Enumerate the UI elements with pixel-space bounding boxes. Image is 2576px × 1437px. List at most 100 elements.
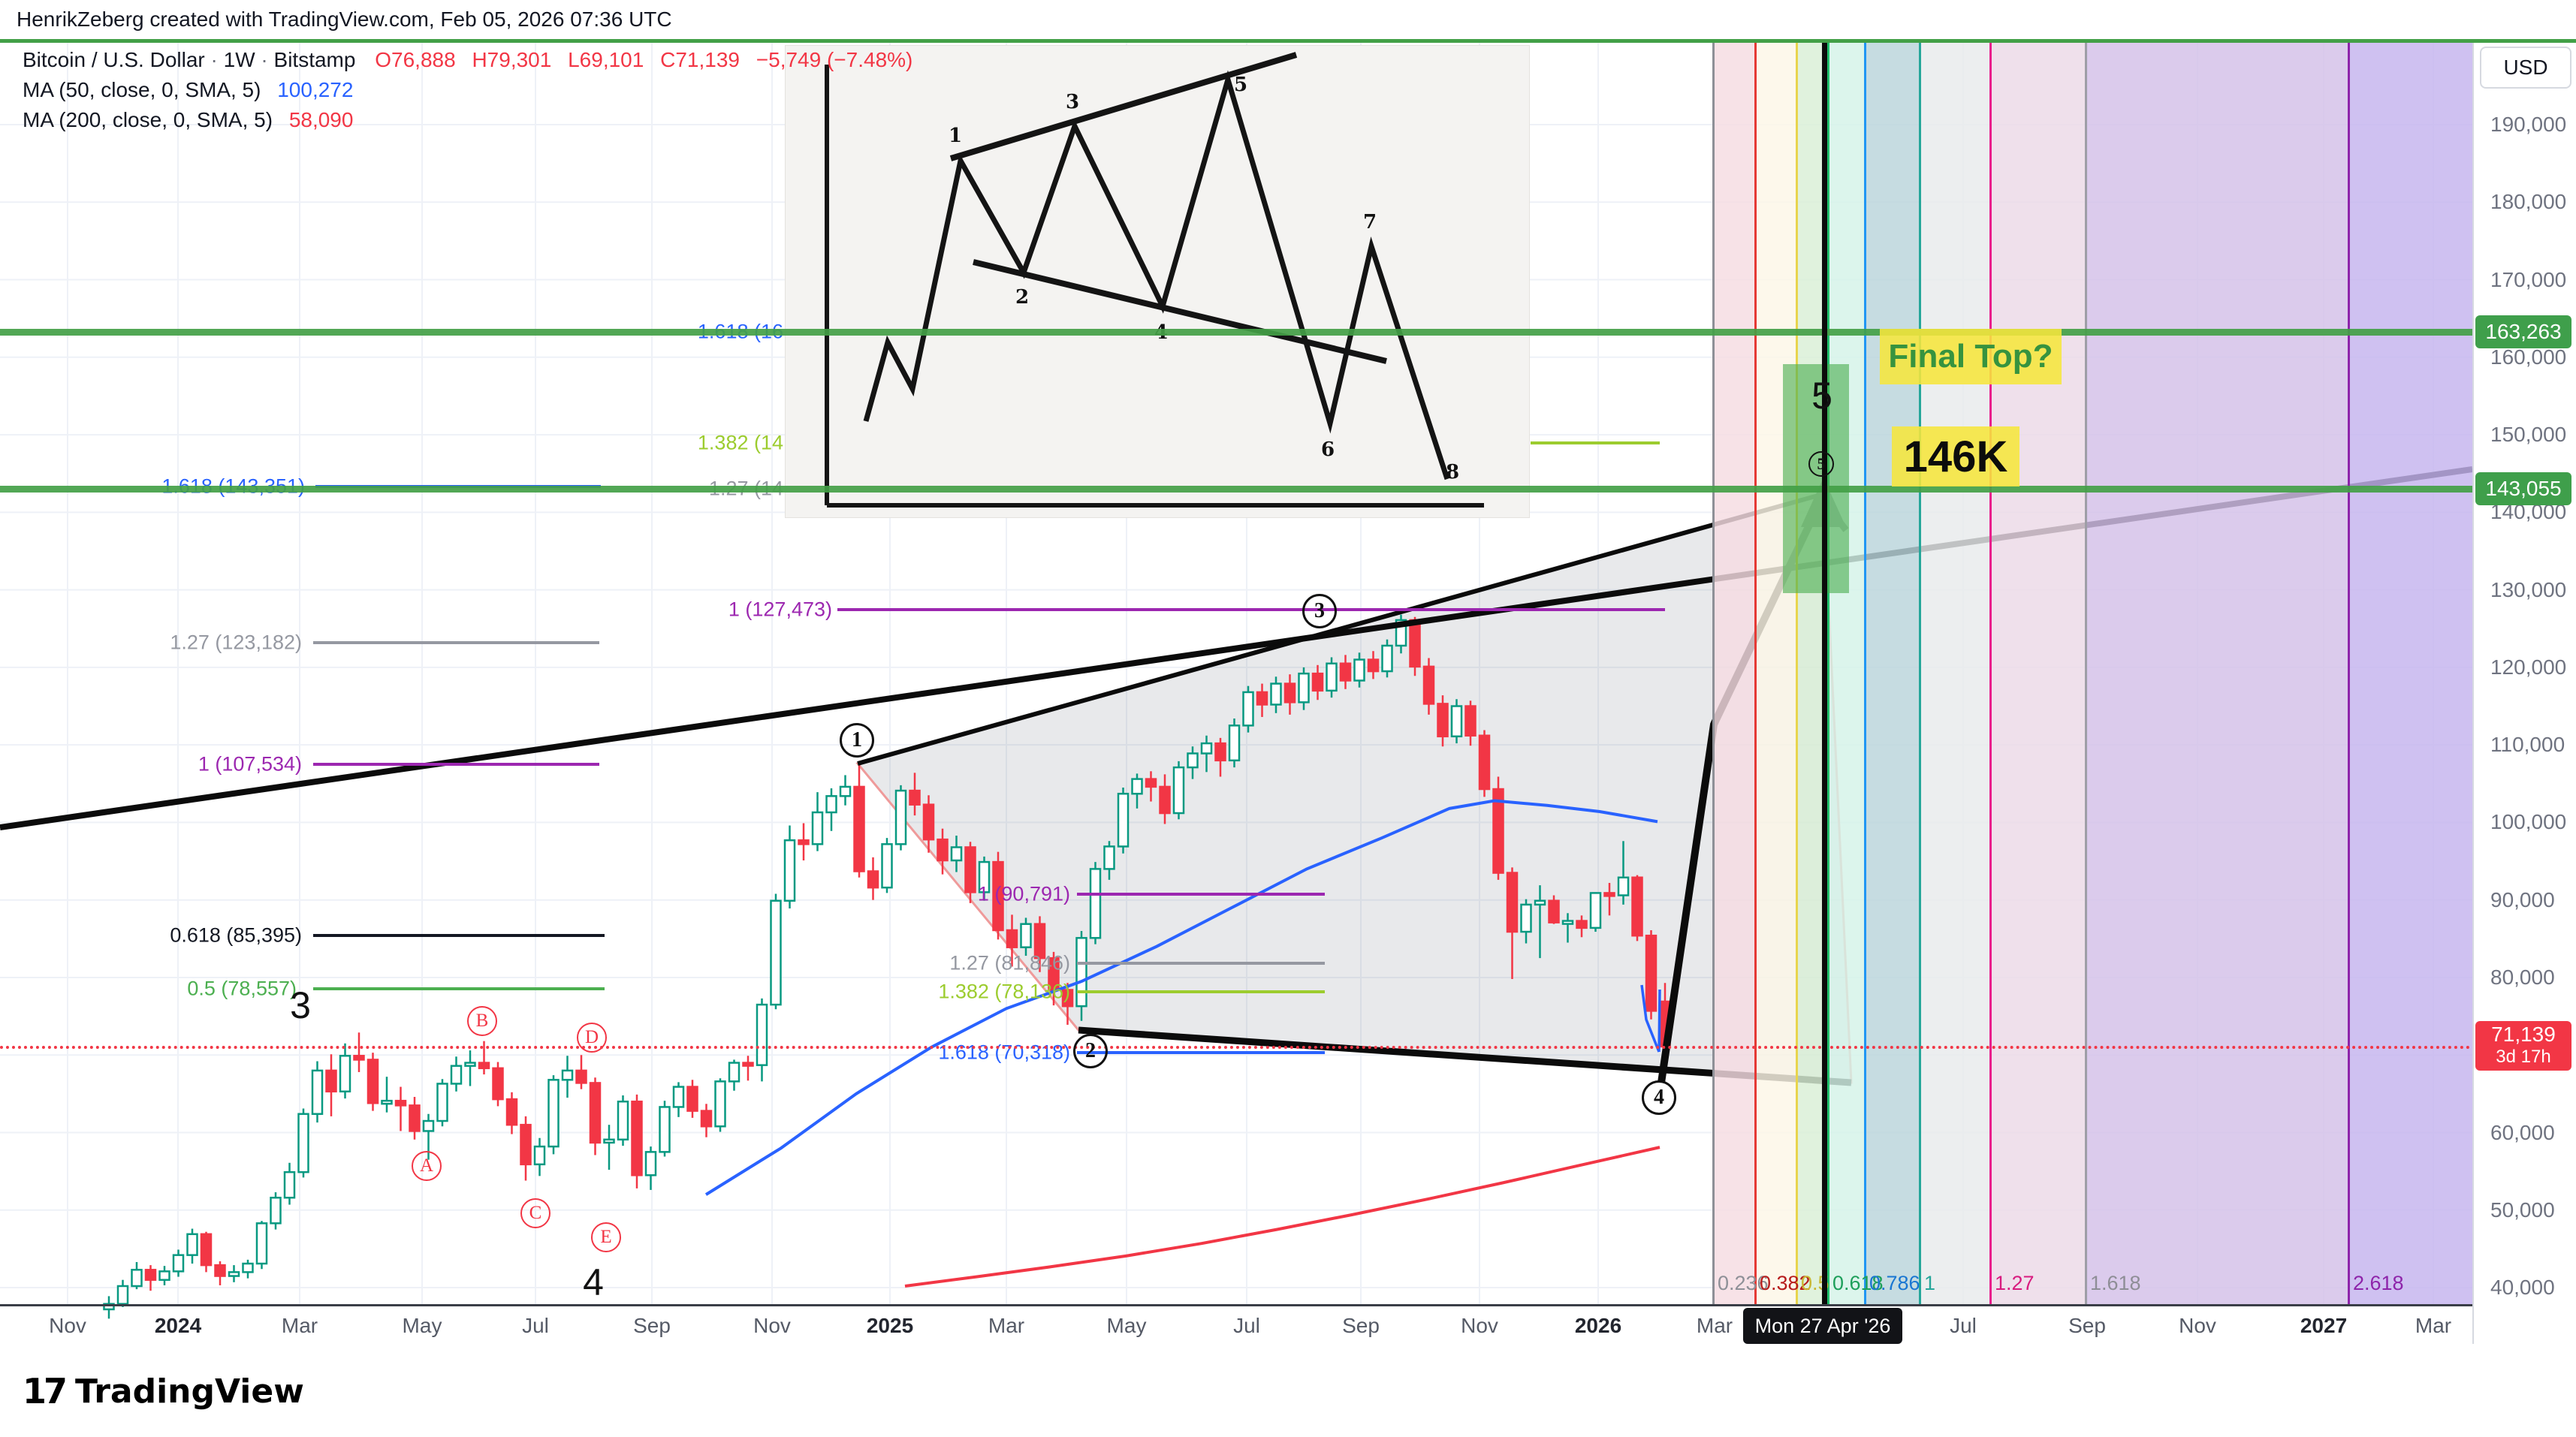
- price-axis-label: 90,000: [2490, 887, 2555, 911]
- fib-level-label: 1.27 (81,846): [949, 951, 1070, 975]
- time-axis-label: Sep: [633, 1314, 671, 1337]
- ma200-label: MA (200, close, 0, SMA, 5): [23, 108, 273, 131]
- time-axis-label: Nov: [49, 1314, 86, 1337]
- fib-timezone-band: [1920, 43, 1990, 1304]
- fib-timezone-ratio-label: 0.382: [1760, 1272, 1811, 1294]
- wave-circle-B[interactable]: B: [467, 1006, 497, 1036]
- price-axis-label: 180,000: [2490, 190, 2567, 214]
- price-tag-163,263: 163,263: [2475, 315, 2571, 349]
- price-axis-label: 50,000: [2490, 1198, 2555, 1222]
- time-axis-label: Nov: [1461, 1314, 1498, 1337]
- fib-timezone-edge: [2348, 43, 2350, 1304]
- date-tooltip: Mon 27 Apr '26: [1743, 1308, 1902, 1344]
- time-axis-border: [0, 1304, 2472, 1306]
- time-axis-label: 2026: [1574, 1314, 1622, 1337]
- time-axis-label: Mar: [1696, 1314, 1733, 1337]
- price-axis-label: 130,000: [2490, 577, 2567, 601]
- wave-circle-3[interactable]: 3: [1302, 594, 1337, 628]
- time-axis-label: 2025: [866, 1314, 914, 1337]
- wave-circle-D[interactable]: D: [577, 1023, 607, 1053]
- fib-timezone-band: [1990, 43, 2086, 1304]
- wave-circle-4[interactable]: 4: [1642, 1080, 1676, 1115]
- time-axis-label: May: [402, 1314, 442, 1337]
- fib-timezone-band: [1713, 43, 1755, 1304]
- ma50-label: MA (50, close, 0, SMA, 5): [23, 78, 261, 101]
- inset-wave-label-8: 8: [1445, 461, 1460, 484]
- fib-level-label: 1.382 (78,136): [938, 980, 1070, 1003]
- fib-level-label: 0.618 (85,395): [170, 923, 302, 947]
- fib-level-line: [313, 641, 599, 645]
- price-axis-label: 150,000: [2490, 423, 2567, 447]
- fib-timezone-edge: [1864, 43, 1866, 1304]
- wave-circle-5[interactable]: 5: [1808, 451, 1834, 477]
- time-axis-label: Sep: [2068, 1314, 2106, 1337]
- current-price-dotted-line: [0, 1046, 2472, 1050]
- fib-timezone-band: [2086, 43, 2348, 1304]
- price-tag-value: 71,139: [2491, 1023, 2556, 1047]
- fib-timezone-edge: [1919, 43, 1921, 1304]
- currency-toggle-button[interactable]: USD: [2480, 47, 2571, 89]
- inset-wave-label-7: 7: [1362, 211, 1377, 233]
- fib-level-line: [1531, 441, 1660, 445]
- price-tag-value: 163,263: [2485, 320, 2562, 344]
- price-target-annotation[interactable]: 146K: [1892, 426, 2019, 487]
- fib-level-line: [313, 987, 605, 990]
- price-axis-border: [2472, 43, 2474, 1344]
- final-top-annotation[interactable]: Final Top?: [1880, 329, 2062, 384]
- attribution-bar: HenrikZeberg created with TradingView.co…: [0, 0, 2576, 43]
- ohlc-change: −5,749 (−7.48%): [756, 48, 913, 71]
- fib-timezone-band: [1755, 43, 1796, 1304]
- inset-wave-label-5: 5: [1233, 74, 1248, 96]
- symbol-legend-row[interactable]: Bitcoin / U.S. Dollar · 1W · Bitstamp O7…: [23, 48, 912, 72]
- price-axis-label: 160,000: [2490, 345, 2567, 369]
- fib-timezone-edge: [2085, 43, 2087, 1304]
- wave-circle-E[interactable]: E: [591, 1222, 621, 1252]
- time-axis-label: Sep: [1342, 1314, 1380, 1337]
- wave-circle-A[interactable]: A: [412, 1151, 442, 1181]
- fib-timezone-ratio-label: 1.618: [2090, 1272, 2141, 1294]
- wave-number-5[interactable]: 5: [1811, 375, 1832, 417]
- fib-level-label: 0.5 (78,557): [187, 977, 297, 1000]
- fib-timezone-edge: [1796, 43, 1798, 1304]
- inset-wave-label-2: 2: [1015, 286, 1030, 309]
- wave-number-4[interactable]: 4: [583, 1261, 604, 1303]
- ma50-value: 100,272: [277, 78, 354, 101]
- price-axis-label: 170,000: [2490, 267, 2567, 291]
- fib-timezone-edge: [1827, 43, 1829, 1304]
- fib-level-label: 1.27 (123,182): [170, 631, 302, 654]
- time-axis-label: May: [1106, 1314, 1147, 1337]
- ohlc-high: H79,301: [472, 48, 552, 71]
- wave-circle-C[interactable]: C: [520, 1198, 550, 1228]
- tradingview-logo-icon: 17: [23, 1371, 68, 1411]
- fib-timezone-band: [1865, 43, 1920, 1304]
- ohlc-low: L69,101: [568, 48, 644, 71]
- wave-circle-1[interactable]: 1: [840, 723, 874, 758]
- ma200-value: 58,090: [288, 108, 354, 131]
- time-axis-label: Nov: [2179, 1314, 2216, 1337]
- wave-circle-2[interactable]: 2: [1073, 1034, 1108, 1068]
- wave-number-3[interactable]: 3: [290, 984, 311, 1026]
- fib-timezone-ratio-label: 0.236: [1718, 1272, 1769, 1294]
- price-axis-label: 80,000: [2490, 965, 2555, 989]
- fib-timezone-ratio-label: 1: [1924, 1272, 1936, 1294]
- fib-level-line: [1077, 1050, 1325, 1054]
- fib-timezone-edge: [1712, 43, 1715, 1304]
- ma50-legend-row[interactable]: MA (50, close, 0, SMA, 5) 100,272: [23, 78, 353, 102]
- ohlc-open: O76,888: [375, 48, 456, 71]
- fib-timezone-band: [1828, 43, 1865, 1304]
- ma200-legend-row[interactable]: MA (200, close, 0, SMA, 5) 58,090: [23, 108, 353, 132]
- inset-wave-label-1: 1: [948, 125, 963, 147]
- price-axis-label: 110,000: [2490, 733, 2565, 757]
- fib-level-label: 1 (107,534): [198, 752, 302, 776]
- fib-level-line: [1077, 892, 1325, 896]
- fib-timezone-ratio-label: 0.786: [1869, 1272, 1920, 1294]
- fib-timezone-ratio-label: 0.618: [1832, 1272, 1884, 1294]
- symbol-title: Bitcoin / U.S. Dollar · 1W · Bitstamp: [23, 48, 356, 71]
- broadening-top-inset-image[interactable]: 12345678: [786, 46, 1529, 517]
- tradingview-logo[interactable]: 17 TradingView: [23, 1371, 304, 1411]
- price-axis-label: 120,000: [2490, 655, 2567, 679]
- fib-timezone-ratio-label: 1.27: [1995, 1272, 2035, 1294]
- vertical-crosshair-line: [1822, 43, 1827, 1304]
- fib-timezone-band: [2348, 43, 2472, 1304]
